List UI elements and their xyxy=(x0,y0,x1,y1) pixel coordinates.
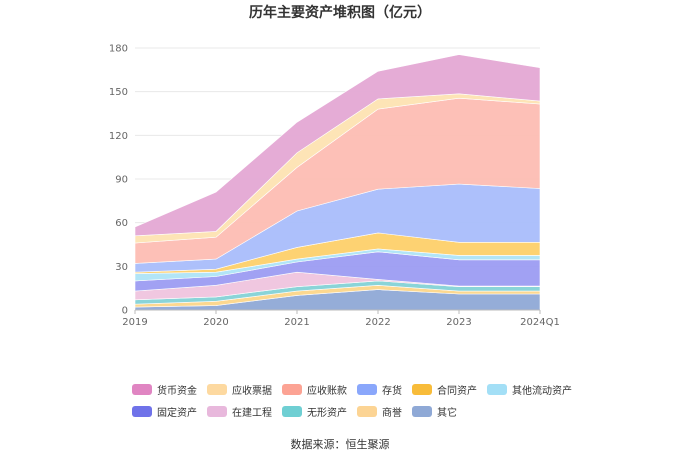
legend-label: 合同资产 xyxy=(437,385,477,397)
legend-item[interactable]: 货币资金 xyxy=(132,382,197,397)
legend-label: 其他流动资产 xyxy=(512,385,572,397)
y-tick-label: 150 xyxy=(109,87,128,98)
stacked-area-chart: 0 30 60 90 120 150 180 2019 2020 2021 2022 2023 2024… xyxy=(109,44,560,329)
x-tick-label: 2023 xyxy=(446,317,471,328)
legend-label: 固定资产 xyxy=(157,407,197,419)
legend-item[interactable]: 应收账款 xyxy=(282,382,347,397)
data-source-note: 数据来源：恒生聚源 xyxy=(290,438,390,451)
area-series-10[interactable] xyxy=(134,54,541,237)
y-tick-label: 30 xyxy=(115,262,128,273)
legend-label: 应收票据 xyxy=(232,385,272,397)
legend-swatch xyxy=(282,383,302,395)
y-tick-label: 120 xyxy=(109,131,128,142)
x-tick-label: 2021 xyxy=(284,317,309,328)
legend-label: 货币资金 xyxy=(157,385,197,397)
legend-label: 存货 xyxy=(382,385,402,397)
legend-swatch xyxy=(357,405,377,417)
legend-swatch xyxy=(207,405,227,417)
x-tick-label: 2022 xyxy=(365,317,390,328)
axes: 0 30 60 90 120 150 180 2019 2020 2021 2022 2023 2024… xyxy=(109,44,560,329)
x-tick-label: 2024Q1 xyxy=(520,317,560,328)
legend-swatch xyxy=(282,405,302,417)
legend: 货币资金 应收票据 应收账款 存货 合同资产 其他流动资产固定资产 在建工程 无形资产 商誉 其它 xyxy=(132,378,602,422)
y-tick-label: 0 xyxy=(122,306,128,317)
chart-title: 历年主要资产堆积图（亿元） xyxy=(249,5,431,21)
x-tick-label: 2019 xyxy=(122,317,147,328)
legend-item[interactable]: 商誉 xyxy=(357,404,402,419)
legend-label: 无形资产 xyxy=(307,407,347,419)
legend-item[interactable]: 无形资产 xyxy=(282,404,347,419)
x-tick-label: 2020 xyxy=(203,317,228,328)
legend-item[interactable]: 在建工程 xyxy=(207,404,272,419)
legend-row: 货币资金 应收票据 应收账款 存货 合同资产 其他流动资产 xyxy=(132,378,602,400)
legend-label: 在建工程 xyxy=(232,407,272,419)
y-tick-label: 90 xyxy=(115,175,128,186)
legend-item[interactable]: 其它 xyxy=(412,404,457,419)
legend-row: 固定资产 在建工程 无形资产 商誉 其它 xyxy=(132,400,602,422)
y-tick-label: 60 xyxy=(115,218,128,229)
y-tick-label: 180 xyxy=(109,44,128,55)
legend-label: 应收账款 xyxy=(307,385,347,397)
legend-swatch xyxy=(357,383,377,395)
legend-swatch xyxy=(412,405,432,417)
legend-swatch xyxy=(132,383,152,395)
area-series xyxy=(134,54,541,311)
legend-label: 其它 xyxy=(437,407,457,419)
legend-swatch xyxy=(132,405,152,417)
legend-swatch xyxy=(412,383,432,395)
legend-item[interactable]: 固定资产 xyxy=(132,404,197,419)
legend-label: 商誉 xyxy=(382,407,402,419)
legend-swatch xyxy=(207,383,227,395)
legend-swatch xyxy=(487,383,507,395)
legend-item[interactable]: 应收票据 xyxy=(207,382,272,397)
legend-item[interactable]: 存货 xyxy=(357,382,402,397)
legend-item[interactable]: 其他流动资产 xyxy=(487,382,572,397)
legend-item[interactable]: 合同资产 xyxy=(412,382,477,397)
